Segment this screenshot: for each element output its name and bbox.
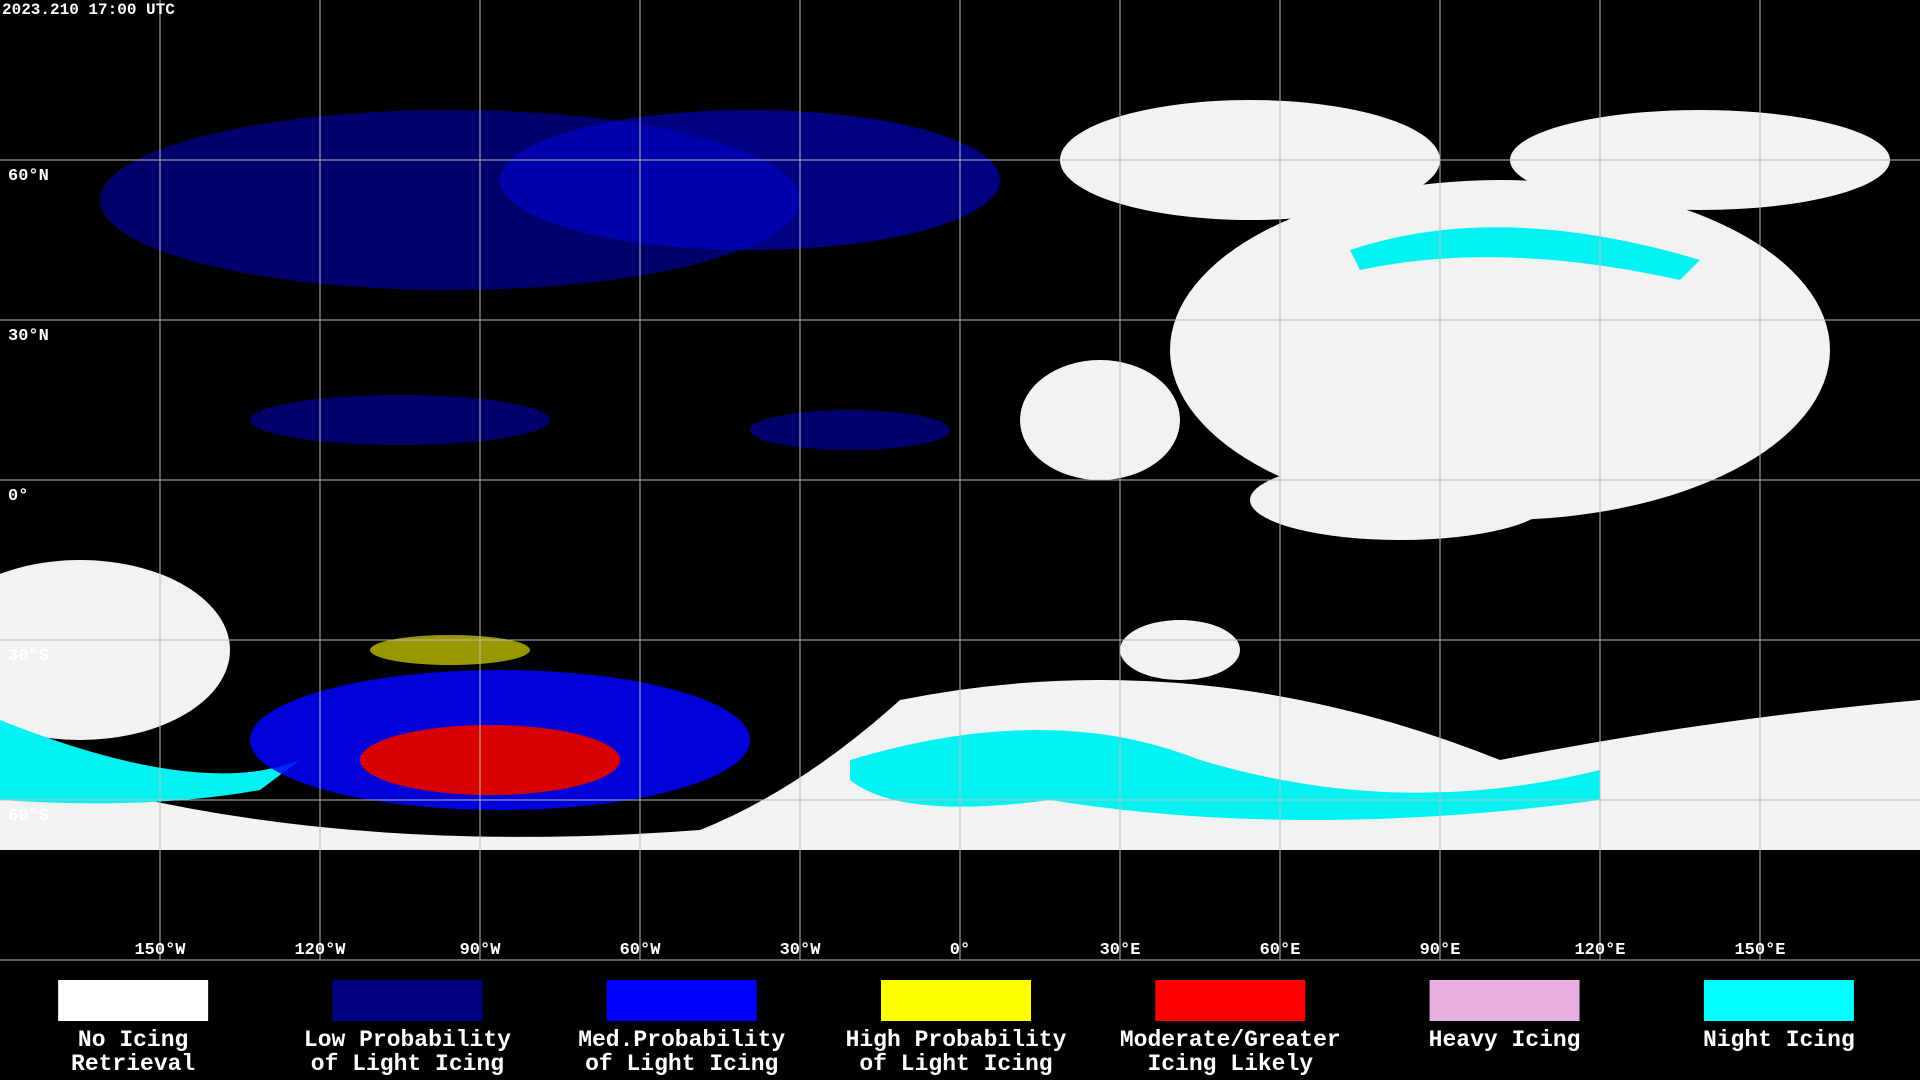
legend-label: Heavy Icing: [1429, 1027, 1581, 1053]
latitude-label: 0°: [8, 487, 28, 506]
legend-label: High Probability: [846, 1027, 1067, 1053]
legend-label: No Icing: [78, 1027, 188, 1053]
longitude-label: 30°E: [1100, 941, 1141, 960]
longitude-label: 60°W: [620, 941, 662, 960]
legend-label: Low Probability: [304, 1027, 511, 1053]
legend-label: of Light Icing: [585, 1051, 778, 1077]
latitude-label: 60°N: [8, 167, 49, 186]
legend-swatch: [58, 980, 209, 1021]
latitude-label: 60°S: [8, 807, 49, 826]
legend-swatch: [1703, 980, 1854, 1021]
longitude-label: 150°E: [1734, 941, 1785, 960]
legend-swatch: [1429, 980, 1580, 1021]
timestamp: 2023.210 17:00 UTC: [2, 1, 175, 19]
longitude-label: 30°W: [780, 941, 822, 960]
legend-label: Med.Probability: [578, 1027, 785, 1053]
legend-label: Night Icing: [1703, 1027, 1855, 1053]
longitude-label: 60°E: [1260, 941, 1301, 960]
longitude-label: 150°W: [134, 941, 186, 960]
longitude-label: 120°W: [294, 941, 346, 960]
legend-swatch: [332, 980, 483, 1021]
legend-label: of Light Icing: [859, 1051, 1052, 1077]
legend-label: Icing Likely: [1147, 1051, 1313, 1077]
longitude-label: 120°E: [1574, 941, 1625, 960]
legend-label: Retrieval: [71, 1051, 195, 1077]
longitude-label: 0°: [950, 941, 970, 960]
legend-label: Moderate/Greater: [1120, 1027, 1341, 1053]
legend-swatch: [881, 980, 1031, 1021]
legend-label: of Light Icing: [311, 1051, 504, 1077]
legend-swatch: [606, 980, 757, 1021]
latitude-label: 30°S: [8, 647, 49, 666]
legend-swatch: [1155, 980, 1306, 1021]
icing-field: [100, 110, 1000, 810]
latitude-label: 30°N: [8, 327, 49, 346]
longitude-label: 90°W: [460, 941, 502, 960]
longitude-label: 90°E: [1420, 941, 1461, 960]
graticule: [0, 0, 1920, 961]
